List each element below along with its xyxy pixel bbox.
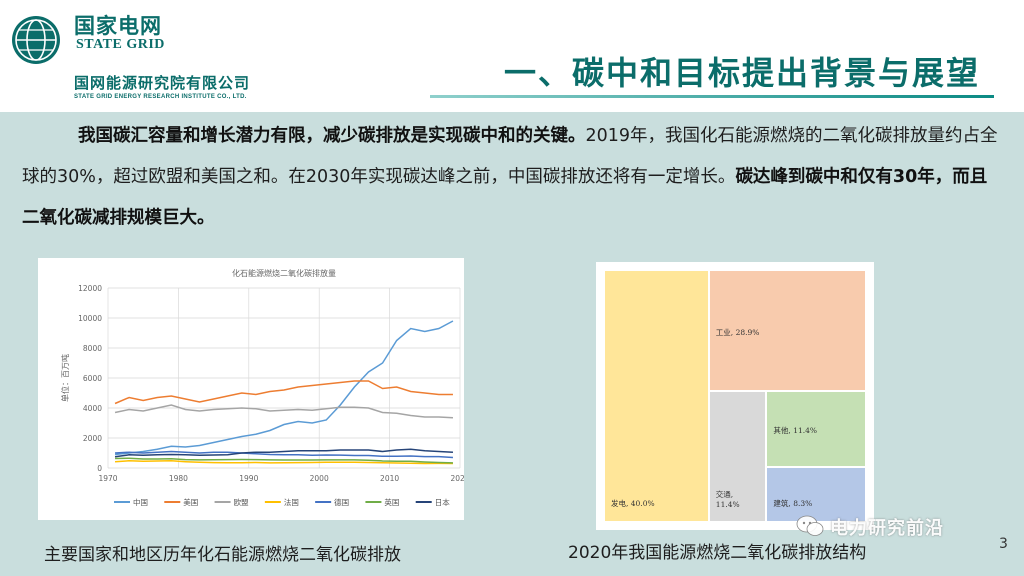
intro-paragraph: 我国碳汇容量和增长潜力有限，减少碳排放是实现碳中和的关键。2019年，我国化石能…: [22, 116, 1002, 239]
legend-label: 中国: [133, 497, 148, 507]
y-tick-label: 0: [97, 464, 102, 473]
treemap-label: 建筑, 8.3%: [773, 498, 813, 508]
treemap-label: 工业, 28.9%: [715, 328, 760, 337]
x-tick-label: 1980: [169, 474, 188, 483]
emissions-line-chart: 化石能源燃烧二氧化碳排放量 0 2000 4000 6000 8000 10000 12000…: [38, 258, 464, 520]
series-line-英国: [115, 457, 453, 464]
page-title: 一、碳中和目标提出背景与展望: [503, 54, 980, 92]
company-name-english: STATE GRID ENERGY RESEARCH INSTITUTE CO.…: [74, 94, 247, 100]
series-line-中国: [114, 320, 454, 456]
body-text: 2019年，我国化石能源燃烧的二氧化碳排放量约占全球的30%，超过欧盟和美国之和…: [22, 126, 998, 187]
watermark: 电力研究前沿: [796, 512, 996, 542]
y-tick-label: 2000: [83, 434, 102, 443]
treemap-label: 交通, 11.4%: [715, 489, 740, 509]
series-line-德国: [115, 450, 454, 459]
y-axis-label: 单位：百万吨: [60, 354, 70, 402]
x-tick-label: 1970: [98, 474, 117, 483]
legend-label: 欧盟: [234, 497, 249, 507]
emissions-treemap: 发电, 40.0% 工业, 28.9% 交通, 11.4% 其他, 11.4% 建筑, 8…: [596, 262, 874, 530]
line-chart-svg: 化石能源燃烧二氧化碳排放量 0 2000 4000 6000 8000 10000 12000…: [60, 268, 464, 507]
wechat-icon: [796, 515, 824, 536]
treemap-cell: 其他, 11.4%: [766, 391, 866, 467]
chart-title: 化石能源燃烧二氧化碳排放量: [232, 268, 336, 278]
x-tick-label: 2010: [380, 474, 399, 483]
legend-label: 美国: [183, 497, 198, 507]
treemap-label: 其他, 11.4%: [773, 426, 818, 436]
legend-label: 日本: [435, 497, 450, 507]
treemap-cell: 发电, 40.0%: [604, 270, 709, 522]
title-bar: 一、碳中和目标提出背景与展望: [430, 46, 994, 98]
series-line-欧盟: [114, 404, 453, 419]
x-tick-label: 2020: [450, 474, 464, 483]
left-chart-caption: 主要国家和地区历年化石能源燃烧二氧化碳排放: [44, 545, 401, 565]
series-line-美国: [114, 380, 453, 405]
x-tick-label: 2000: [310, 474, 329, 483]
company-name-chinese: 国网能源研究院有限公司: [74, 74, 251, 92]
watermark-text: 电力研究前沿: [830, 518, 944, 539]
legend-label: 英国: [384, 497, 399, 507]
treemap-label: 发电, 40.0%: [611, 499, 655, 508]
logo-english-name: STATE GRID: [76, 37, 165, 52]
key-point-1: 我国碳汇容量和增长潜力有限，减少碳排放是实现碳中和的关键。: [78, 126, 586, 146]
logo-chinese-name: 国家电网: [74, 14, 162, 38]
y-tick-label: 4000: [83, 404, 102, 413]
y-tick-label: 6000: [83, 374, 102, 383]
treemap-cell: 工业, 28.9%: [708, 270, 866, 392]
slide-header: 国家电网 STATE GRID 国网能源研究院有限公司 STATE GRID E…: [0, 0, 1024, 112]
treemap-cell: 交通, 11.4%: [708, 391, 767, 522]
x-tick-label: 1990: [239, 474, 258, 483]
series-line-法国: [114, 460, 453, 465]
y-tick-label: 10000: [78, 314, 102, 323]
y-tick-label: 12000: [78, 284, 102, 293]
legend-label: 法国: [284, 497, 299, 507]
legend-label: 德国: [334, 497, 349, 507]
series-line-日本: [114, 448, 453, 458]
page-number: 3: [999, 536, 1008, 552]
title-underline: [430, 95, 994, 98]
right-chart-caption: 2020年我国能源燃烧二氧化碳排放结构: [568, 543, 867, 563]
y-tick-label: 8000: [83, 344, 102, 353]
state-grid-logo-icon: [12, 16, 60, 64]
key-point-2: 碳达峰到碳中和仅有30年，而且二氧化碳减排规模巨大。: [22, 167, 988, 228]
